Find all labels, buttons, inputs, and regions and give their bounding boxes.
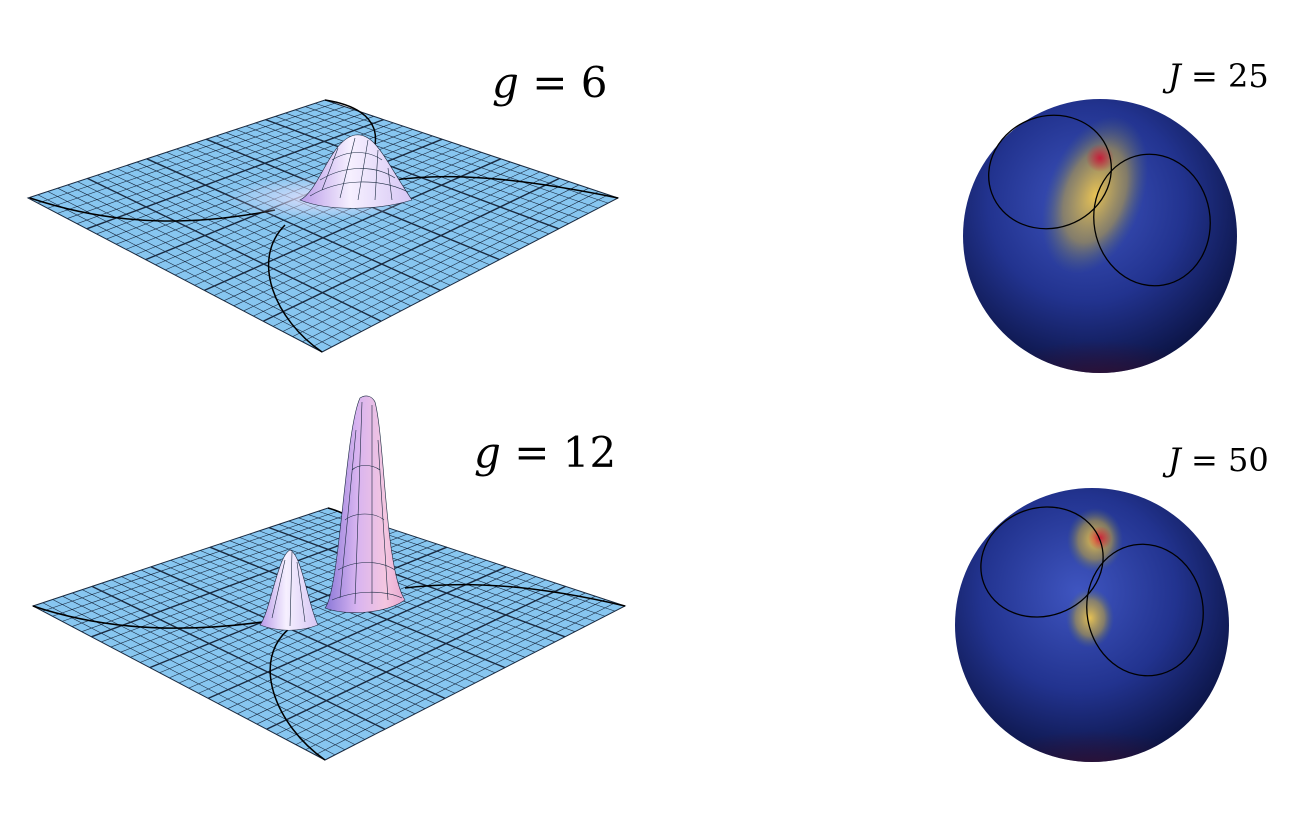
grid-line [282,184,580,332]
surface-grid [37,102,609,348]
label-val: 6 [580,58,608,107]
label-val: 50 [1227,441,1269,479]
orbit-circle [1093,153,1211,287]
tall-peak [324,395,406,613]
sphere-plot-j25 [963,99,1237,373]
grid-line [302,191,599,343]
hotspot-core [1086,144,1114,172]
grid-line [285,112,579,219]
label-op: = [518,58,581,107]
surface-plot-g12 [31,395,627,761]
panel-label-j50: J = 50 [1168,444,1269,476]
panel-label-j25: J = 25 [1168,60,1269,92]
surface-plot-g6 [26,99,620,353]
label-op: = [1180,441,1228,479]
label-val: 12 [562,428,617,477]
orbit-circle [1086,543,1204,677]
label-var: J [1168,441,1181,479]
grid-line [295,109,589,214]
surface-curves [29,99,619,353]
hotspot [1066,588,1114,648]
grid-line [295,595,596,745]
surface-plane [26,99,620,353]
label-var: J [1168,57,1181,95]
panel-label-g6: g = 6 [492,62,608,104]
label-var: g [474,428,501,477]
sphere-plot-j50 [955,488,1229,762]
grid-line [315,602,616,756]
grid-line [312,194,609,348]
label-op: = [1180,57,1228,95]
hotspot-core [1088,526,1112,550]
grid-line [288,520,586,627]
panel-label-g12: g = 12 [474,432,616,474]
peak [299,134,413,209]
grid-line [285,592,586,740]
grid-line [292,187,589,337]
grid-line [272,181,570,327]
hotspot [1041,116,1149,274]
label-op: = [500,428,563,477]
orbit-circle [988,114,1112,230]
orbit-circle [980,506,1104,618]
label-val: 25 [1227,57,1269,95]
grid-line [305,106,599,209]
grid-line [276,589,576,735]
grid-line [305,599,606,751]
label-var: g [492,58,519,107]
